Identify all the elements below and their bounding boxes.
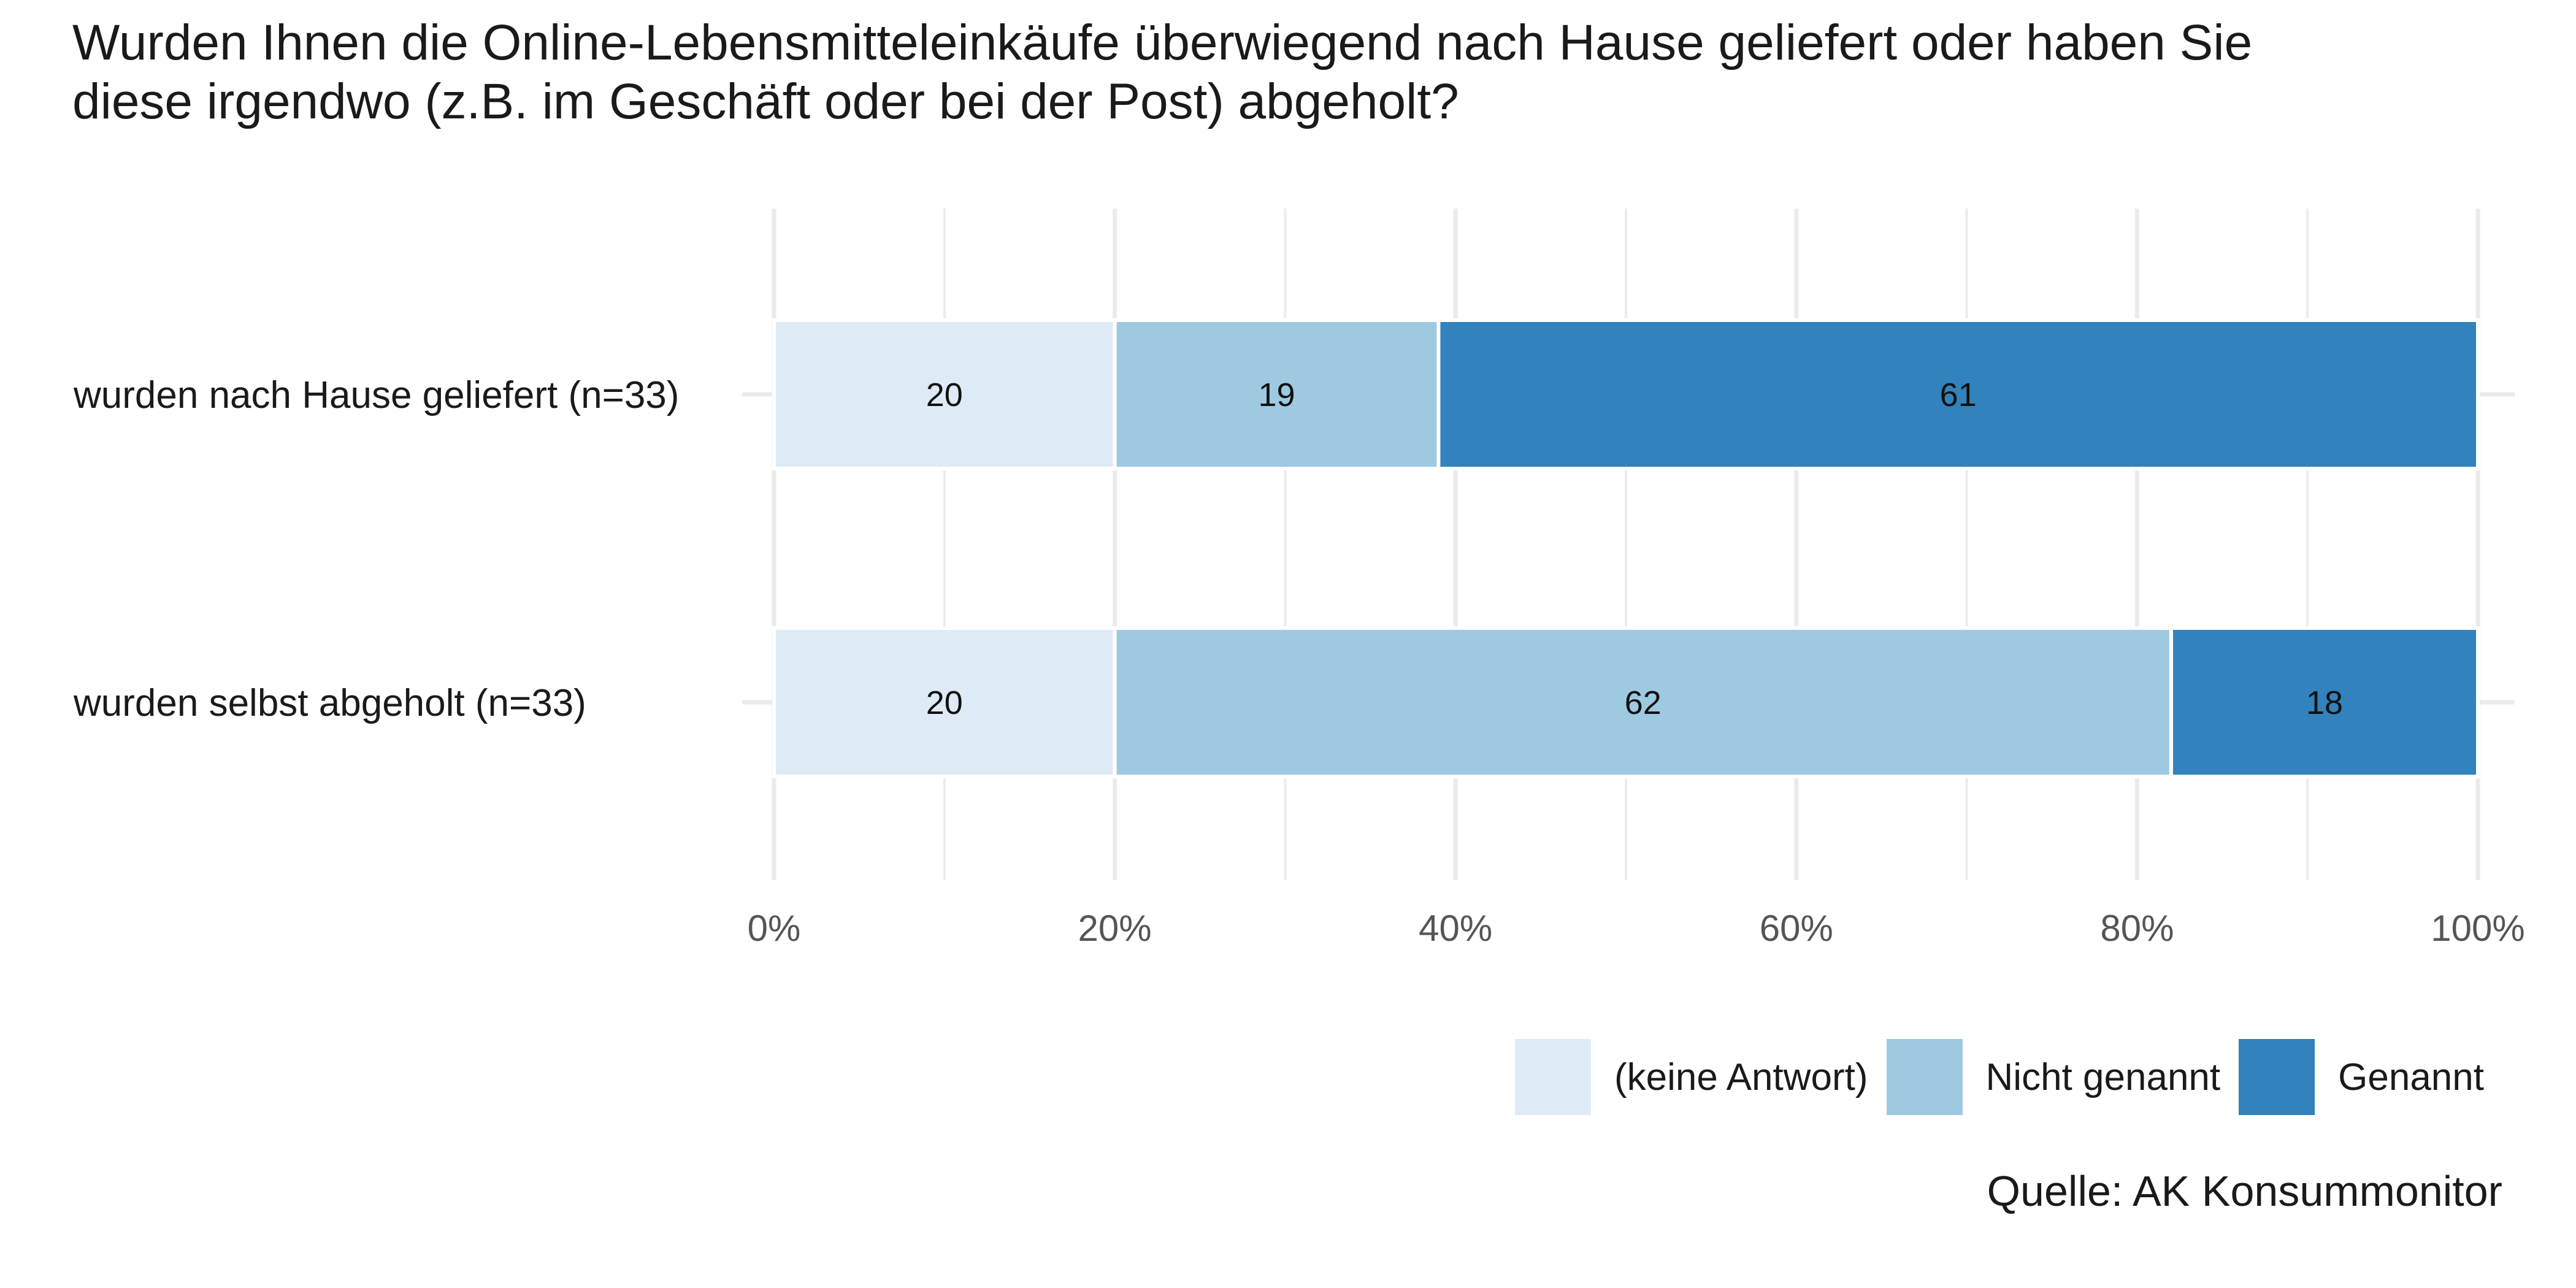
category-label: wurden nach Hause geliefert (n=33): [73, 374, 679, 416]
x-tick-label: 60%: [1760, 908, 1833, 949]
chart-title-line-2: diese irgendwo (z.B. im Geschäft oder be…: [72, 74, 1459, 129]
legend-label: Nicht genannt: [1985, 1056, 2221, 1098]
x-tick-label: 100%: [2431, 908, 2524, 949]
bar-segment: [1436, 318, 2480, 470]
x-axis-tick-labels: 0% 20% 40% 60% 80% 100%: [748, 908, 2525, 949]
chart-title: Wurden Ihnen die Online-Lebensmitteleink…: [72, 13, 2526, 131]
category-label: wurden selbst abgeholt (n=33): [73, 682, 586, 724]
data-label: 61: [1940, 377, 1977, 413]
legend-label: Genannt: [2338, 1056, 2484, 1098]
bar-chart: 20 19 61 20 62 18 wurden nach Hause geliefert…: [73, 209, 2525, 949]
data-labels: 20 19 61 20 62 18: [926, 377, 2343, 721]
category-labels: wurden nach Hause geliefert (n=33) wurden…: [73, 374, 679, 724]
legend-item: Genannt: [2239, 1039, 2484, 1115]
x-tick-label: 80%: [2100, 908, 2174, 949]
x-tick-label: 20%: [1078, 908, 1152, 949]
grid-lines: [742, 209, 2515, 880]
legend-label: (keine Antwort): [1614, 1056, 1868, 1098]
legend-swatch: [2239, 1039, 2315, 1115]
bar-segment: [2169, 626, 2480, 778]
data-label: 20: [926, 684, 963, 721]
source-note: Quelle: AK Konsummonitor: [1987, 1167, 2502, 1215]
legend-item: Nicht genannt: [1886, 1039, 2221, 1115]
data-label: 19: [1258, 377, 1295, 413]
legend-item: (keine Antwort): [1515, 1039, 1868, 1115]
bar-segment: [772, 318, 1117, 470]
bar-segment: [772, 626, 1117, 778]
legend-swatch: [1886, 1039, 1963, 1115]
chart-title-line-1: Wurden Ihnen die Online-Lebensmitteleink…: [72, 15, 2253, 71]
x-tick-label: 40%: [1419, 908, 1492, 949]
legend: (keine Antwort) Nicht genannt Genannt: [1497, 1039, 2484, 1115]
bar-segment: [1113, 318, 1441, 470]
data-label: 18: [2306, 684, 2343, 721]
bars: [772, 318, 2480, 778]
legend-swatch: [1515, 1039, 1592, 1115]
data-label: 20: [926, 377, 963, 413]
data-label: 62: [1625, 684, 1662, 721]
x-tick-label: 0%: [748, 908, 801, 949]
bar-segment: [1113, 626, 2173, 778]
